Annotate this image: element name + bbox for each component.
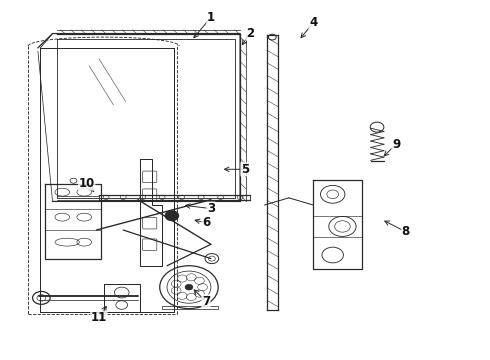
Text: 5: 5 [241, 163, 249, 176]
Text: 8: 8 [402, 225, 410, 238]
Text: 9: 9 [392, 138, 400, 151]
Text: 1: 1 [207, 11, 215, 24]
Text: 2: 2 [246, 27, 254, 40]
Text: 6: 6 [202, 216, 210, 229]
Text: 11: 11 [91, 311, 107, 324]
Text: 3: 3 [207, 202, 215, 215]
Text: 4: 4 [309, 16, 318, 29]
Circle shape [165, 211, 179, 221]
Text: 10: 10 [78, 177, 95, 190]
Circle shape [185, 284, 193, 290]
Text: 7: 7 [202, 295, 210, 308]
